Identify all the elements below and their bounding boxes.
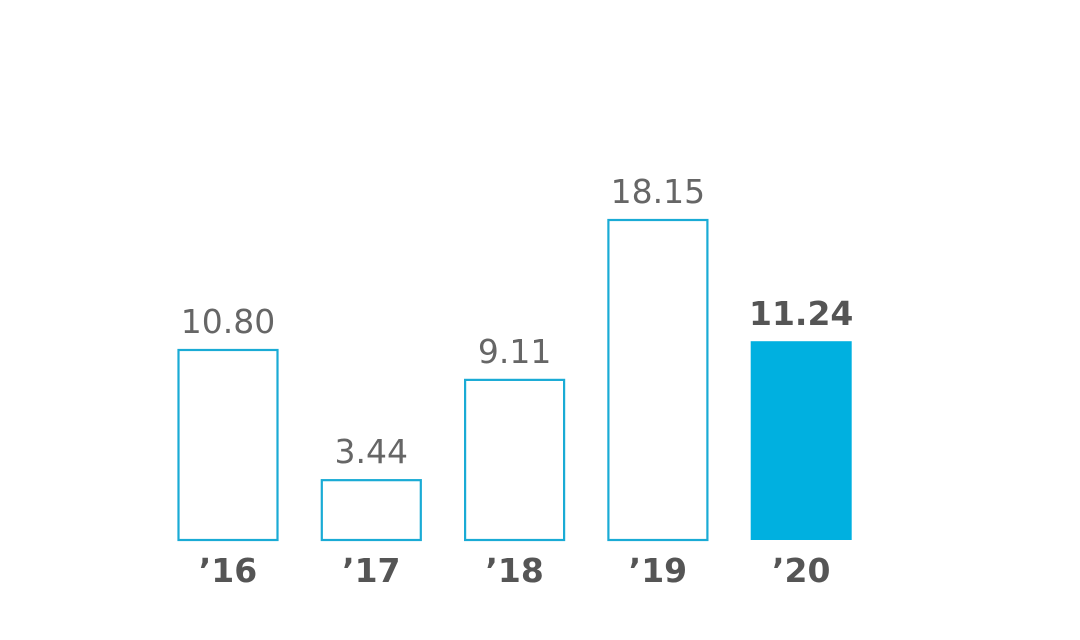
bar-4 (750, 341, 852, 540)
x-tick-label-4: ’20 (772, 551, 830, 590)
bars-layer (177, 218, 852, 542)
bar-2 (464, 378, 566, 542)
x-tick-label-0: ’16 (199, 551, 257, 590)
x-tick-label-1: ’17 (342, 551, 400, 590)
x-tick-label-3: ’19 (629, 551, 687, 590)
value-label-1: 3.44 (335, 432, 408, 471)
bar-3 (607, 218, 709, 542)
bar-0 (177, 348, 279, 542)
value-label-0: 10.80 (181, 302, 275, 341)
value-labels-layer: 10.80 3.44 9.11 18.15 11.24 (181, 172, 854, 471)
tick-labels-layer: ’16 ’17 ’18 ’19 ’20 (199, 551, 831, 590)
value-label-4: 11.24 (749, 294, 853, 333)
value-label-3: 18.15 (611, 172, 705, 211)
bar-1 (320, 479, 422, 542)
x-tick-label-2: ’18 (485, 551, 543, 590)
value-label-2: 9.11 (478, 332, 551, 371)
